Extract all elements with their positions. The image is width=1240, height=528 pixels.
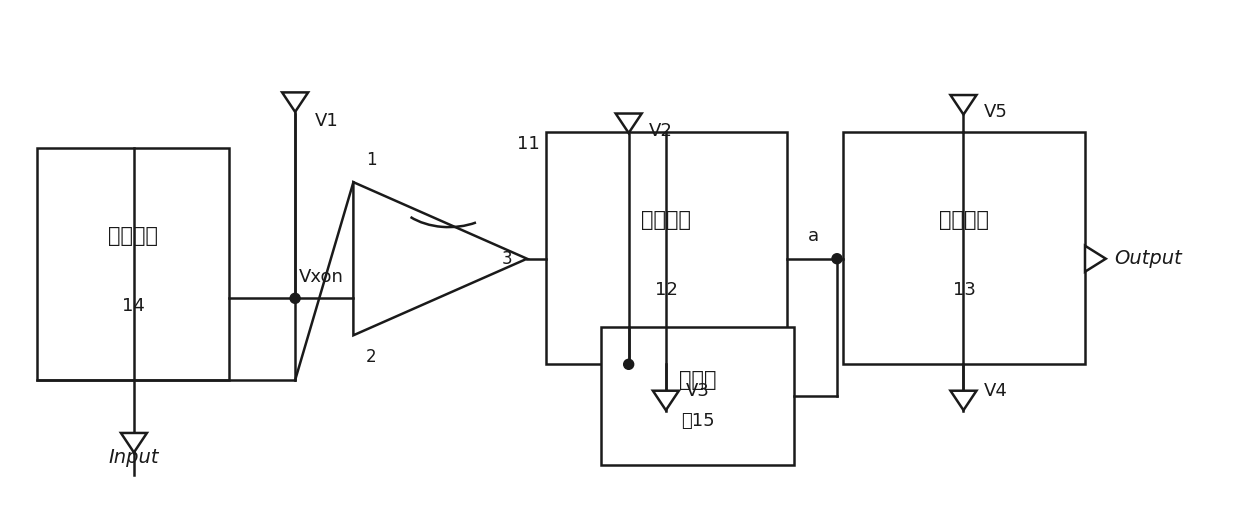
Text: 11: 11 bbox=[517, 135, 539, 153]
Text: V5: V5 bbox=[983, 103, 1007, 121]
Bar bbox=[601, 327, 794, 465]
Text: 分压模块: 分压模块 bbox=[108, 226, 159, 246]
Polygon shape bbox=[653, 391, 678, 410]
Polygon shape bbox=[353, 182, 527, 335]
Text: a: a bbox=[808, 227, 818, 244]
Text: V4: V4 bbox=[983, 382, 1007, 400]
Text: 输出模块: 输出模块 bbox=[939, 210, 990, 230]
Bar bbox=[37, 148, 229, 380]
Polygon shape bbox=[122, 433, 146, 452]
Circle shape bbox=[624, 360, 634, 369]
Text: Output: Output bbox=[1114, 249, 1182, 268]
Polygon shape bbox=[1085, 246, 1106, 272]
Text: 1: 1 bbox=[366, 151, 377, 169]
Text: 2: 2 bbox=[366, 348, 377, 366]
Text: V1: V1 bbox=[315, 112, 339, 130]
Text: 控制模块: 控制模块 bbox=[641, 210, 692, 230]
Circle shape bbox=[832, 254, 842, 263]
Text: V2: V2 bbox=[649, 121, 672, 139]
Polygon shape bbox=[951, 95, 976, 115]
Bar bbox=[546, 132, 787, 364]
Text: 13: 13 bbox=[952, 281, 976, 299]
Polygon shape bbox=[951, 391, 976, 410]
Text: 滤波模: 滤波模 bbox=[678, 370, 717, 390]
Text: 14: 14 bbox=[122, 297, 145, 315]
Text: 12: 12 bbox=[655, 281, 678, 299]
Text: Input: Input bbox=[109, 448, 159, 467]
Bar bbox=[843, 132, 1085, 364]
Text: 快15: 快15 bbox=[681, 412, 714, 430]
Polygon shape bbox=[283, 92, 308, 112]
Text: V3: V3 bbox=[686, 382, 709, 400]
Circle shape bbox=[290, 294, 300, 303]
Polygon shape bbox=[616, 114, 641, 133]
Text: Vxon: Vxon bbox=[299, 268, 343, 286]
Text: 3: 3 bbox=[502, 250, 512, 268]
